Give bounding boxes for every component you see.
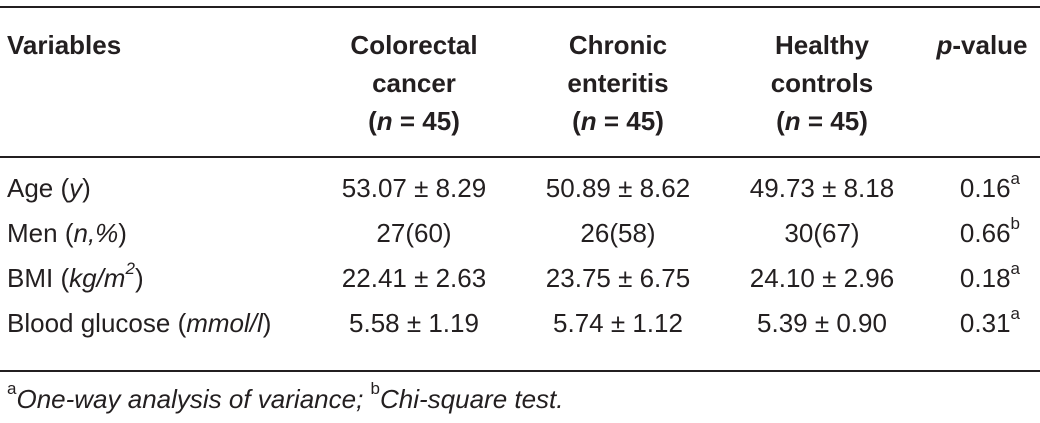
n-symbol: n xyxy=(376,106,393,136)
cell-chronic-enteritis: 26(58) xyxy=(580,218,656,248)
header-line: enteritis xyxy=(567,68,669,98)
footnote-mark-b: b xyxy=(370,379,380,399)
header-line: controls xyxy=(770,68,874,98)
p-symbol: p xyxy=(936,30,953,60)
unit-exponent: 2 xyxy=(125,259,135,279)
footnote-text-b: Chi-square test. xyxy=(379,384,564,414)
table-row: Blood glucose (mmol/l) 5.58 ± 1.19 5.74 … xyxy=(0,301,1040,346)
cell-p-value: 0.18a xyxy=(924,256,1040,301)
table-row: BMI (kg/m2) 22.41 ± 2.63 23.75 ± 6.75 24… xyxy=(0,256,1040,301)
variable-name: Men xyxy=(7,218,65,248)
p-number: 0.66 xyxy=(959,218,1011,248)
header-line: cancer xyxy=(372,68,456,98)
data-table: Variables Colorectal cancer (n = 45) Chr… xyxy=(0,8,1040,346)
header-healthy-controls: Healthy controls (n = 45) xyxy=(720,8,924,152)
cell-colorectal-cancer: 53.07 ± 8.29 xyxy=(341,173,487,203)
table-row: Men (n,%) 27(60) 26(58) 30(67) 0.66b xyxy=(0,211,1040,256)
cell-healthy-controls: 49.73 ± 8.18 xyxy=(749,173,895,203)
table-footnote: aOne-way analysis of variance; bChi-squa… xyxy=(7,380,564,414)
p-footnote-mark: b xyxy=(1010,214,1020,234)
header-line: Healthy xyxy=(775,30,869,60)
variable-unit: mmol/l xyxy=(186,308,263,338)
variable-unit: kg/m2 xyxy=(69,260,135,293)
p-number: 0.31 xyxy=(959,308,1011,338)
n-symbol: n xyxy=(784,106,801,136)
cell-p-value: 0.31a xyxy=(924,301,1040,346)
footnote-text-a: One-way analysis of variance; xyxy=(16,384,371,414)
header-colorectal-cancer: Colorectal cancer (n = 45) xyxy=(312,8,516,152)
table-bottom-rule xyxy=(0,370,1040,372)
header-row: Variables Colorectal cancer (n = 45) Chr… xyxy=(0,8,1040,152)
cell-p-value: 0.16a xyxy=(924,152,1040,211)
unit-base: kg/m xyxy=(69,263,126,293)
variable-unit: n,% xyxy=(73,218,119,248)
p-footnote-mark: a xyxy=(1010,169,1020,189)
cell-colorectal-cancer: 27(60) xyxy=(376,218,452,248)
p-footnote-mark: a xyxy=(1010,304,1020,324)
table-body: Age (y) 53.07 ± 8.29 50.89 ± 8.62 49.73 … xyxy=(0,152,1040,346)
variable-name: BMI xyxy=(7,263,61,293)
table-header: Variables Colorectal cancer (n = 45) Chr… xyxy=(0,8,1040,152)
variable-name: Age xyxy=(7,173,61,203)
row-label: Blood glucose (mmol/l) xyxy=(7,308,272,338)
header-line: Chronic xyxy=(568,30,668,60)
cell-healthy-controls: 24.10 ± 2.96 xyxy=(749,263,895,293)
p-value-suffix: -value xyxy=(952,30,1028,60)
cell-chronic-enteritis: 23.75 ± 6.75 xyxy=(545,263,691,293)
cell-colorectal-cancer: 5.58 ± 1.19 xyxy=(349,308,479,338)
cell-healthy-controls: 30(67) xyxy=(784,218,860,248)
header-line: Colorectal xyxy=(350,30,478,60)
table-header-rule xyxy=(0,156,1040,158)
p-number: 0.18 xyxy=(959,263,1011,293)
header-chronic-enteritis: Chronic enteritis (n = 45) xyxy=(516,8,720,152)
n-value: = 45 xyxy=(392,106,452,136)
cell-p-value: 0.66b xyxy=(924,211,1040,256)
variable-unit: y xyxy=(69,173,83,203)
p-number: 0.16 xyxy=(959,173,1011,203)
cell-colorectal-cancer: 22.41 ± 2.63 xyxy=(341,263,487,293)
header-n: (n = 45) xyxy=(368,106,460,136)
row-label: Men (n,%) xyxy=(7,218,127,248)
row-label: BMI (kg/m2) xyxy=(7,259,144,293)
row-label: Age (y) xyxy=(7,173,91,203)
header-n: (n = 45) xyxy=(572,106,664,136)
table-row: Age (y) 53.07 ± 8.29 50.89 ± 8.62 49.73 … xyxy=(0,152,1040,211)
n-symbol: n xyxy=(580,106,597,136)
n-value: = 45 xyxy=(800,106,860,136)
header-p-value: p-value xyxy=(924,8,1040,152)
table-top-rule xyxy=(0,6,1040,8)
cell-healthy-controls: 5.39 ± 0.90 xyxy=(757,308,887,338)
header-n: (n = 45) xyxy=(776,106,868,136)
p-footnote-mark: a xyxy=(1010,259,1020,279)
n-value: = 45 xyxy=(596,106,656,136)
cell-chronic-enteritis: 5.74 ± 1.12 xyxy=(553,308,683,338)
variable-name: Blood glucose xyxy=(7,308,178,338)
cell-chronic-enteritis: 50.89 ± 8.62 xyxy=(545,173,691,203)
header-variables: Variables xyxy=(7,30,122,60)
footnote-mark-a: a xyxy=(7,379,17,399)
